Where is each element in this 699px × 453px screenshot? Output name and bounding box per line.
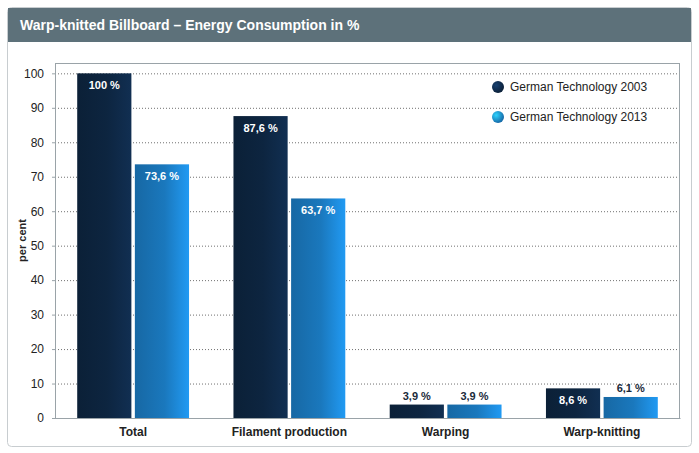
- grid: [55, 74, 680, 419]
- bars: [77, 73, 658, 418]
- data-label: 8,6 %: [559, 394, 587, 406]
- data-labels: 100 % 87,6 % 3,9 % 8,6 % 73,6 % 63,7 % 3,9 % 6,…: [89, 79, 645, 406]
- y-axis-line: [55, 64, 56, 419]
- y-tick-label: 100: [24, 67, 44, 81]
- x-tick-label: Filament production: [232, 425, 347, 439]
- y-tick-label: 0: [37, 411, 44, 425]
- y-tick: 40: [31, 273, 55, 287]
- y-tick-label: 60: [31, 205, 45, 219]
- y-tick-label: 10: [31, 377, 45, 391]
- y-tick: 60: [31, 205, 55, 219]
- legend: German Technology 2003 German Technology …: [492, 80, 648, 124]
- x-axis: Total Filament production Warping Warp-knit…: [56, 418, 681, 439]
- chart-container: Warp-knitted Billboard – Energy Consumpt…: [0, 0, 699, 453]
- y-tick-mark: [52, 142, 55, 143]
- y-tick: 80: [31, 136, 55, 150]
- y-tick-label: 90: [31, 101, 45, 115]
- plot-frame: [56, 64, 680, 419]
- bar: [233, 116, 287, 418]
- y-tick: 50: [31, 239, 55, 253]
- grid-line: [55, 73, 680, 74]
- y-tick-mark: [52, 246, 55, 247]
- y-tick-label: 40: [31, 273, 45, 287]
- y-tick: 20: [31, 342, 55, 356]
- legend-marker: [492, 111, 504, 123]
- data-label: 87,6 %: [243, 122, 277, 134]
- y-tick-label: 50: [31, 239, 45, 253]
- y-tick-mark: [52, 177, 55, 178]
- legend-label: German Technology 2013: [510, 110, 648, 124]
- title-bar: [8, 8, 691, 42]
- y-tick-mark: [52, 384, 55, 385]
- x-tick: Warp-knitting: [563, 418, 640, 439]
- y-tick: 30: [31, 308, 55, 322]
- bar: [291, 198, 345, 418]
- title: Warp-knitted Billboard – Energy Consumpt…: [20, 17, 360, 33]
- grid-line: [55, 142, 680, 143]
- data-label: 3,9 %: [460, 390, 488, 402]
- y-axis: 0 10 20 30 40 50 60 70 80 90 100: [24, 64, 56, 426]
- y-tick-mark: [52, 73, 55, 74]
- x-tick: Warping: [422, 418, 470, 439]
- x-axis-line: [56, 418, 681, 419]
- y-tick: 90: [31, 101, 55, 115]
- y-tick-mark: [52, 315, 55, 316]
- y-tick: 10: [31, 377, 55, 391]
- x-tick-label: Total: [119, 425, 147, 439]
- y-tick-label: 80: [31, 136, 45, 150]
- x-tick-label: Warp-knitting: [563, 425, 640, 439]
- y-tick: 0: [37, 411, 55, 425]
- y-tick-mark: [52, 349, 55, 350]
- y-axis-title: per cent: [16, 219, 28, 262]
- legend-marker: [492, 81, 504, 93]
- y-tick-label: 70: [31, 170, 45, 184]
- bar: [77, 73, 131, 418]
- grid-line: [55, 418, 680, 419]
- y-tick-mark: [52, 211, 55, 212]
- bar: [447, 405, 501, 418]
- y-tick: 100: [24, 67, 55, 81]
- grid-line: [55, 108, 680, 109]
- panel: [8, 8, 692, 447]
- x-tick: Total: [119, 418, 147, 439]
- chart: Warp-knitted Billboard – Energy Consumpt…: [0, 0, 699, 453]
- data-label: 73,6 %: [145, 170, 179, 182]
- y-tick-label: 30: [31, 308, 45, 322]
- data-label: 6,1 %: [617, 382, 645, 394]
- data-label: 63,7 %: [301, 204, 335, 216]
- x-tick-label: Warping: [422, 425, 470, 439]
- x-tick: Filament production: [232, 418, 347, 439]
- y-tick: 70: [31, 170, 55, 184]
- bar: [390, 405, 444, 418]
- legend-label: German Technology 2003: [510, 80, 648, 94]
- bar: [604, 397, 658, 418]
- y-tick-mark: [52, 418, 55, 419]
- data-label: 100 %: [89, 79, 120, 91]
- bar: [546, 388, 600, 418]
- y-tick-label: 20: [31, 342, 45, 356]
- data-label: 3,9 %: [403, 390, 431, 402]
- y-tick-mark: [52, 280, 55, 281]
- bar: [135, 164, 189, 418]
- y-tick-mark: [52, 108, 55, 109]
